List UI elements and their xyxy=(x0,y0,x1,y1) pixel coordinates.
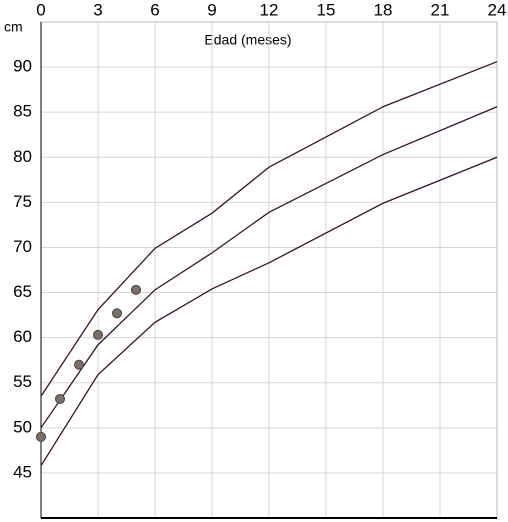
data-point xyxy=(55,393,65,404)
percentile-line xyxy=(40,106,498,429)
x-tick-label: 15 xyxy=(317,0,336,19)
y-tick-label: 60 xyxy=(13,327,32,346)
x-tick-label: 24 xyxy=(488,0,507,19)
x-tick-label: 18 xyxy=(374,0,393,19)
y-tick-label: 65 xyxy=(13,282,32,301)
y-tick-label: 85 xyxy=(13,102,32,121)
x-tick-label: 9 xyxy=(207,0,216,19)
x-axis-label: Edad (meses) xyxy=(204,32,291,48)
percentile-line xyxy=(40,61,498,397)
percentile-line xyxy=(40,156,498,467)
y-tick-label: 70 xyxy=(13,237,32,256)
x-tick-label: 3 xyxy=(93,0,102,19)
data-point xyxy=(36,431,46,442)
y-tick-label: 45 xyxy=(13,462,32,481)
y-tick-label: 55 xyxy=(13,372,32,391)
y-tick-label: 50 xyxy=(13,417,32,436)
data-point xyxy=(93,329,103,340)
y-axis-label: cm xyxy=(4,19,23,35)
data-point xyxy=(112,308,122,319)
y-tick-label: 90 xyxy=(13,57,32,76)
data-point xyxy=(131,284,141,295)
y-tick-label: 80 xyxy=(13,147,32,166)
y-tick-label: 75 xyxy=(13,192,32,211)
data-point xyxy=(74,359,84,370)
x-tick-label: 21 xyxy=(431,0,450,19)
grid xyxy=(40,22,498,518)
x-tick-label: 12 xyxy=(260,0,279,19)
x-tick-label: 6 xyxy=(150,0,159,19)
x-tick-label: 0 xyxy=(36,0,45,19)
